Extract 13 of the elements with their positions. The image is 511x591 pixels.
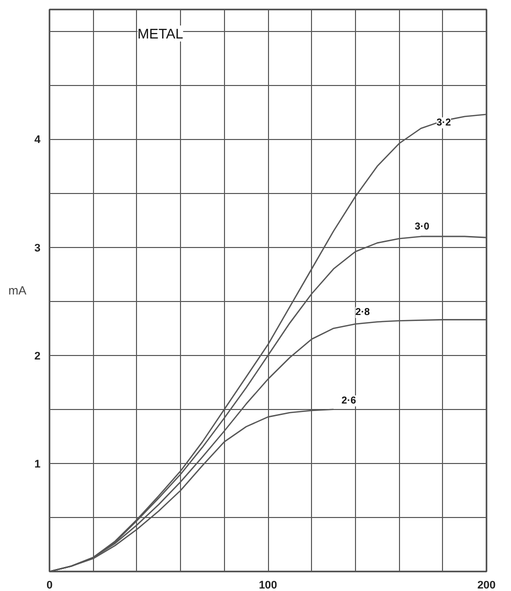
series-label: 3·0: [414, 221, 430, 232]
text: METAL: [138, 26, 184, 42]
y-tick-label: 3: [34, 242, 41, 254]
x-tick-label: 100: [258, 580, 278, 591]
x-tick-label: 0: [46, 580, 53, 591]
series-label: 2·8: [355, 307, 370, 318]
y-tick-label: 2: [34, 350, 41, 362]
y-tick-label: 1: [34, 458, 41, 470]
y-axis-title: mA: [8, 284, 26, 298]
x-tick-label: 200: [477, 580, 496, 591]
series-label: 2·6: [342, 395, 356, 406]
series-label: 3·2: [436, 117, 452, 128]
y-tick-label: 4: [34, 134, 42, 146]
